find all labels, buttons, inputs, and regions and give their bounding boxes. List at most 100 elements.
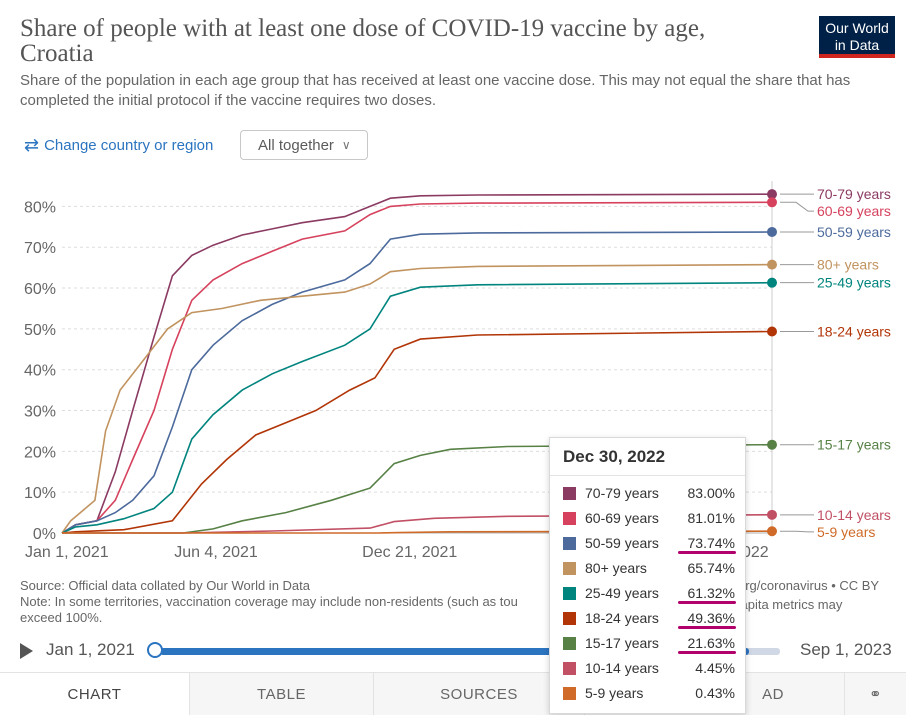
tooltip-divider [550,475,745,476]
tooltip-swatch [563,586,576,600]
tooltip-label: 50-59 years [585,535,659,551]
tooltip-row: 70-79 years 83.00% [563,483,735,503]
chart-controls: ⇄ Change country or region All together … [24,128,369,162]
highlight-underline [678,626,736,629]
series-end-point [767,277,777,288]
y-tick-label: 60% [24,281,56,298]
highlight-underline [678,601,736,604]
y-tick-label: 80% [24,199,56,216]
tab-chart[interactable]: CHART [0,673,190,715]
tooltip-swatch [563,511,576,525]
legend-label: 50-59 years [817,224,891,240]
tooltip-label: 10-14 years [585,660,659,676]
swap-arrows-icon: ⇄ [24,134,40,155]
tooltip-value: 49.36% [687,610,735,626]
facet-mode-label: All together [258,136,334,154]
legend-label: 10-14 years [817,507,891,523]
y-tick-label: 40% [24,363,56,380]
source-text: Source: Official data collated by Our Wo… [20,578,310,593]
series-end-point [767,326,777,337]
timeline-range[interactable] [160,648,749,655]
note-text-right: capita metrics may [734,597,843,612]
owid-logo[interactable]: Our World in Data [819,16,895,58]
x-tick-label: Dec 21, 2021 [362,544,457,561]
tooltip-row: 5-9 years 0.43% [563,683,735,703]
series-end-point [767,197,777,208]
series-end-point [767,439,777,450]
x-tick-label: 022 [742,544,769,561]
tooltip-label: 18-24 years [585,610,659,626]
tooltip-row: 10-14 years 4.45% [563,658,735,678]
change-country-label: Change country or region [44,136,214,154]
series-line [61,330,773,534]
chevron-down-icon: ∨ [341,138,351,152]
legend-connector [780,530,814,533]
y-tick-label: 20% [24,444,56,461]
legend-label: 18-24 years [817,323,891,339]
series-line [61,281,773,534]
y-axis: 0% 10% 20% 30% 40% 50% 60% 70% 80% [24,199,56,543]
y-tick-label: 30% [24,404,56,421]
x-tick-label: Jun 4, 2021 [174,544,258,561]
legend-label: 80+ years [817,257,879,273]
series-end-point [767,259,777,270]
series-end-point [767,226,777,237]
tooltip-swatch [563,636,576,650]
play-icon[interactable] [20,643,33,659]
chart-title: Share of people with at least one dose o… [20,15,706,67]
x-axis: Jan 1, 2021 Jun 4, 2021 Dec 21, 2021 022 [25,544,769,561]
tooltip-row: 25-49 years 61.32% [563,583,735,603]
tooltip-row: 50-59 years 73.74% [563,533,735,553]
logo-line-2: in Data [834,37,880,53]
tooltip-label: 25-49 years [585,585,659,601]
tooltip-row: 80+ years 65.74% [563,558,735,578]
highlight-underline [678,551,736,554]
tooltip-row: 60-69 years 81.01% [563,508,735,528]
source-link[interactable]: org/coronavirus • CC BY [738,578,880,593]
timeline-start-handle[interactable] [147,642,163,658]
tooltip-value: 0.43% [695,685,735,701]
legend-label: 70-79 years [817,186,891,202]
note-text-2: exceed 100%. [20,610,103,625]
series-line [61,231,773,534]
tooltip-label: 70-79 years [585,485,659,501]
tooltip-swatch [563,561,576,575]
legend-connector [780,201,814,212]
tooltip-value: 21.63% [687,635,735,651]
highlight-underline [678,651,736,654]
series-line [61,201,773,534]
facet-mode-dropdown[interactable]: All together ∨ [240,130,369,160]
series-end-point [767,526,777,537]
hover-tooltip: Dec 30, 2022 70-79 years 83.00% 60-69 year… [549,437,746,714]
tooltip-row: 15-17 years 21.63% [563,633,735,653]
tooltip-swatch [563,486,576,500]
footer: Source: Official data collated by Our Wo… [20,578,900,626]
y-tick-label: 50% [24,322,56,339]
tooltip-value: 83.00% [687,485,735,501]
tooltip-label: 5-9 years [585,685,644,701]
share-button[interactable]: ⚭ [845,673,906,715]
legend-label: 25-49 years [817,275,891,291]
series-end-point [767,189,777,200]
logo-line-1: Our World [825,20,889,36]
tooltip-value: 81.01% [687,510,735,526]
timeline-end-label: Sep 1, 2023 [800,640,892,659]
series-line [61,263,773,534]
chart-subtitle: Share of the population in each age grou… [20,72,851,109]
change-country-button[interactable]: ⇄ Change country or region [24,135,213,156]
timeline-start-label: Jan 1, 2021 [46,640,135,659]
tooltip-label: 80+ years [585,560,647,576]
legend-label: 60-69 years [817,203,891,219]
tab-table[interactable]: TABLE [190,673,374,715]
tooltip-value: 65.74% [687,560,735,576]
y-tick-label: 70% [24,240,56,257]
share-icon: ⚭ [868,686,883,703]
series-end-point [767,509,777,520]
tooltip-label: 15-17 years [585,635,659,651]
tooltip-value: 4.45% [695,660,735,676]
note-text: Note: In some territories, vaccination c… [20,594,518,609]
tooltip-swatch [563,661,576,675]
tooltip-value: 61.32% [687,585,735,601]
